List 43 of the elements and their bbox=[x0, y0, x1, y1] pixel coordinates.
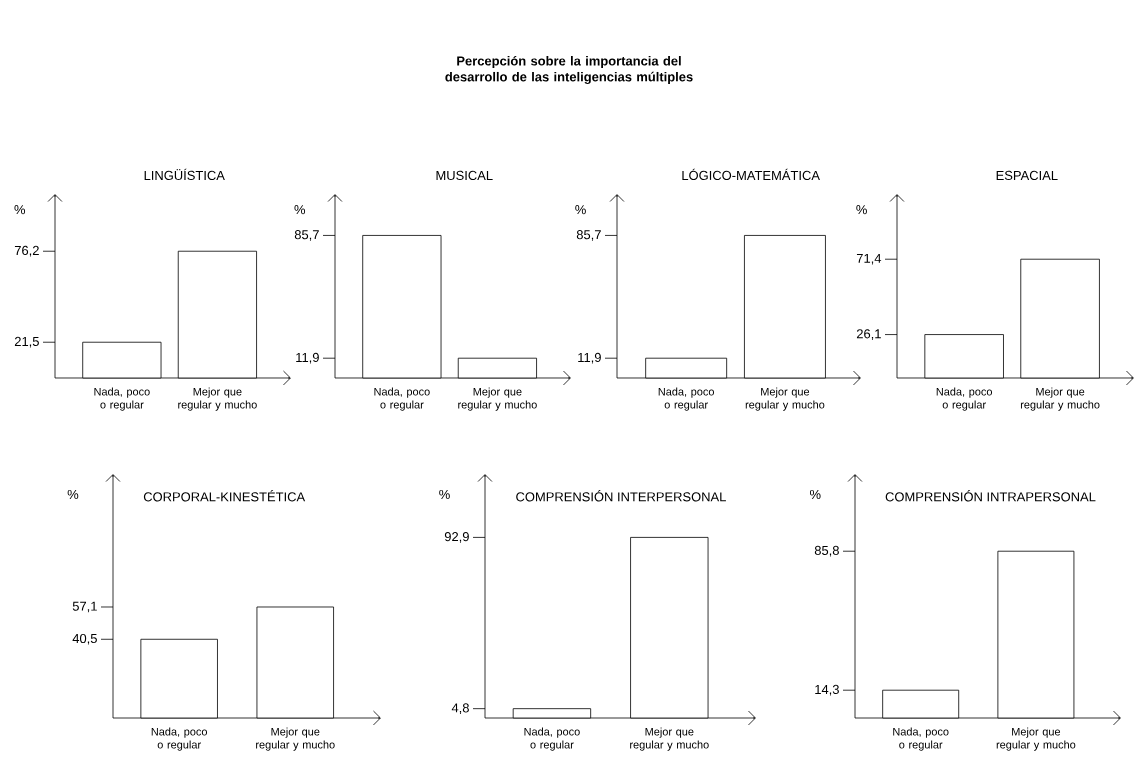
x-tick-label: Mejor que regular y mucho bbox=[178, 387, 257, 411]
y-tick-label: 11,9 bbox=[578, 352, 601, 364]
chart-title: ESPACIAL bbox=[996, 170, 1058, 181]
x-tick-label: Nada, poco o regular bbox=[524, 727, 580, 751]
y-tick-label: 11,9 bbox=[296, 352, 319, 364]
text: Percepción sobre la importancia del desarrollo de las inteligencias múltiples bbox=[445, 55, 693, 85]
x-tick-label: Mejor que regular y mucho bbox=[458, 387, 537, 411]
y-tick-label: 76,2 bbox=[14, 245, 39, 257]
text: COMPRENSIÓN INTRAPERSONAL bbox=[885, 490, 1096, 502]
y-tick-label: 85,8 bbox=[814, 545, 839, 557]
y-axis-title: % bbox=[809, 489, 821, 499]
x-tick-label: Nada, poco o regular bbox=[658, 387, 714, 411]
chart-title: LÓGICO-MATEMÁTICA bbox=[682, 168, 820, 181]
y-tick-label: 14,3 bbox=[815, 684, 839, 696]
x-tick-label: Nada, poco o regular bbox=[893, 727, 949, 751]
y-tick-label: 26,1 bbox=[856, 329, 881, 340]
y-axis-title: % bbox=[67, 489, 79, 499]
x-tick-label: Mejor que regular y mucho bbox=[630, 727, 709, 751]
chart-title: LINGÜÍSTICA bbox=[144, 168, 225, 181]
y-tick-label: 92,9 bbox=[444, 532, 469, 543]
x-tick-label: Mejor que regular y mucho bbox=[1020, 387, 1100, 411]
y-tick-label: 85,7 bbox=[294, 230, 319, 241]
x-tick-label: Nada, poco o regular bbox=[94, 387, 150, 411]
y-axis-title: % bbox=[575, 205, 586, 215]
x-tick-label: Mejor que regular y mucho bbox=[256, 727, 335, 751]
y-axis-title: % bbox=[14, 205, 26, 215]
y-tick-label: 85,7 bbox=[576, 230, 601, 241]
text: CORPORAL-KINESTÉTICA bbox=[143, 490, 306, 502]
y-tick-label: 71,4 bbox=[856, 253, 882, 265]
y-axis-title: % bbox=[294, 205, 306, 215]
x-tick-label: Mejor que regular y mucho bbox=[996, 727, 1076, 751]
y-tick-label: 21,5 bbox=[14, 336, 39, 348]
y-tick-label: 40,5 bbox=[72, 633, 97, 645]
x-tick-label: Nada, poco o regular bbox=[374, 387, 430, 411]
chart-title: MUSICAL bbox=[436, 170, 493, 181]
y-axis-title: % bbox=[856, 205, 867, 215]
y-tick-label: 4,8 bbox=[451, 703, 469, 715]
x-tick-label: Nada, poco o regular bbox=[936, 387, 993, 411]
text: COMPRENSIÓN INTERPERSONAL bbox=[516, 490, 726, 502]
x-tick-label: Mejor que regular y mucho bbox=[745, 387, 825, 411]
y-axis-title: % bbox=[439, 489, 450, 499]
y-tick-label: 57,1 bbox=[72, 601, 97, 613]
x-tick-label: Nada, poco o regular bbox=[151, 727, 208, 751]
